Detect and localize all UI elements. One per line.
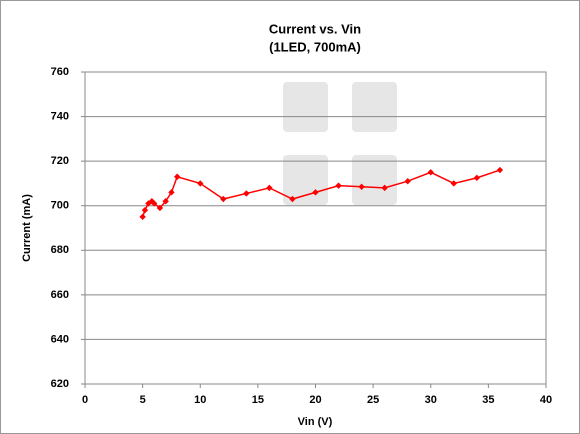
watermark xyxy=(283,82,397,205)
y-axis-label: Current (mA) xyxy=(21,194,33,262)
x-tick-label: 30 xyxy=(425,394,437,406)
data-point xyxy=(266,184,273,192)
x-tick-label: 0 xyxy=(82,394,88,406)
chart-title: Current vs. Vin xyxy=(269,21,361,36)
data-point xyxy=(148,198,156,205)
y-tick-label: 760 xyxy=(51,66,69,78)
x-tick-label: 20 xyxy=(309,394,321,406)
data-point xyxy=(335,182,342,189)
x-tick-label: 15 xyxy=(252,394,264,406)
data-point xyxy=(496,166,504,174)
data-point xyxy=(473,174,481,182)
y-tick-label: 620 xyxy=(51,378,69,390)
y-tick-label: 640 xyxy=(51,333,69,345)
data-point xyxy=(381,184,388,192)
data-point xyxy=(197,180,204,187)
watermark-shape xyxy=(283,82,328,132)
x-tick-label: 35 xyxy=(482,394,494,406)
data-point xyxy=(404,178,411,185)
x-tick-label: 10 xyxy=(194,394,206,406)
data-point xyxy=(162,198,169,205)
watermark-shape xyxy=(352,155,397,205)
data-point xyxy=(220,195,227,203)
y-tick-label: 660 xyxy=(51,289,69,301)
x-axis-label: Vin (V) xyxy=(298,416,333,428)
y-tick-label: 720 xyxy=(51,155,69,167)
y-tick-label: 740 xyxy=(51,110,69,122)
x-tick-label: 25 xyxy=(367,394,379,406)
chart-subtitle: (1LED, 700mA) xyxy=(269,39,361,54)
y-tick-label: 700 xyxy=(51,200,69,212)
data-point xyxy=(427,169,434,176)
data-point xyxy=(450,180,457,187)
data-point xyxy=(150,200,158,207)
data-point xyxy=(174,173,181,180)
data-point xyxy=(141,206,149,214)
watermark-shape xyxy=(352,82,397,132)
y-tick-label: 680 xyxy=(51,244,69,256)
x-tick-label: 5 xyxy=(140,394,146,406)
data-point xyxy=(168,189,175,196)
data-point xyxy=(156,204,164,212)
data-point xyxy=(289,195,296,203)
data-point xyxy=(139,213,146,221)
plot-area xyxy=(84,71,547,385)
data-point xyxy=(312,189,319,196)
data-point xyxy=(243,190,250,197)
data-point xyxy=(358,183,365,190)
x-tick-label: 40 xyxy=(540,394,552,406)
